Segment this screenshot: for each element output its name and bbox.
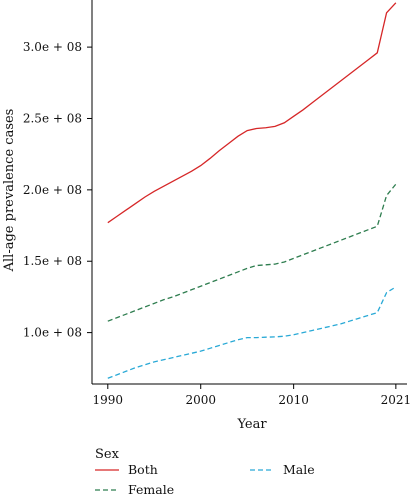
legend-label-both: Both [128, 462, 158, 477]
y-tick-label: 1.5e + 08 [23, 254, 82, 268]
axes [91, 0, 407, 385]
x-tick-label: 2021 [381, 393, 412, 407]
y-tick-label: 3.0e + 08 [23, 40, 82, 54]
y-tick-label: 2.0e + 08 [23, 183, 82, 197]
legend-label-male: Male [283, 462, 315, 477]
legend: Sex Both Female Male [95, 447, 315, 497]
x-tick-label: 2000 [185, 393, 216, 407]
legend-title: Sex [95, 447, 120, 462]
y-tick-label: 2.5e + 08 [23, 111, 82, 125]
x-axis-title: Year [236, 417, 267, 432]
legend-items: Both Female Male [95, 462, 315, 497]
series-line-both [107, 2, 397, 224]
series-lines [107, 2, 397, 379]
y-tick-label: 1.0e + 08 [23, 326, 82, 340]
x-tick-label: 2010 [278, 393, 309, 407]
x-tick-label: 1990 [93, 393, 124, 407]
series-line-male [107, 286, 397, 379]
y-axis-title: All-age prevalence cases [2, 109, 17, 273]
series-line-female [107, 183, 397, 322]
tick-labels: 1990 2000 2010 2021 1.0e + 08 1.5e + 08 2.0e +… [23, 40, 411, 407]
legend-label-female: Female [128, 482, 174, 497]
